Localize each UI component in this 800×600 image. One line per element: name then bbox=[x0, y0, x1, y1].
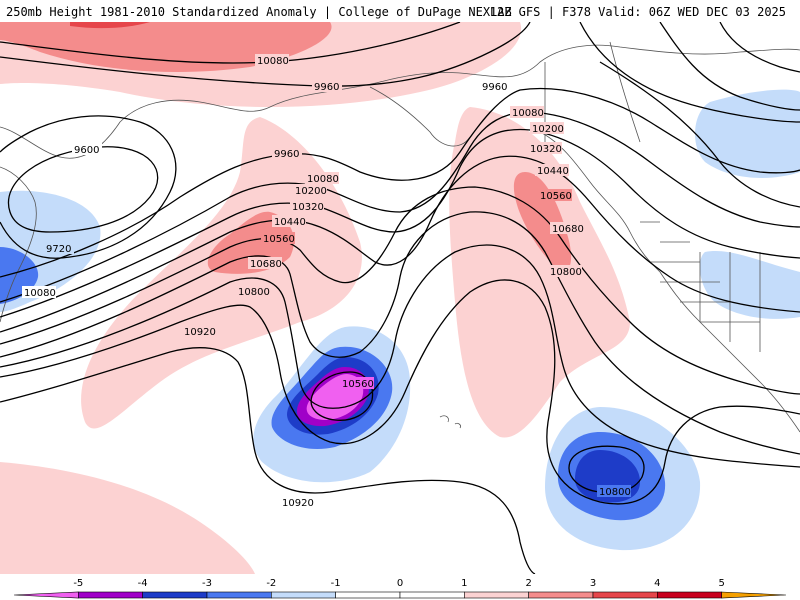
contour-10560-mid bbox=[0, 211, 800, 455]
run-info: 12Z GFS | F378 Valid: 06Z WED DEC 03 202… bbox=[489, 5, 786, 19]
label-10560-low: 10560 bbox=[342, 379, 374, 390]
contour-10920-mid bbox=[0, 347, 536, 574]
tick-label: 2 bbox=[525, 578, 531, 589]
label-10080-top: 10080 bbox=[257, 56, 289, 67]
contour-10800-se bbox=[568, 445, 645, 494]
pos-anomaly-top-3 bbox=[70, 22, 150, 29]
pos-anomaly-top-2 bbox=[0, 22, 332, 72]
contour-9960-top bbox=[0, 22, 531, 87]
label-9720: 9720 bbox=[46, 244, 71, 255]
label-9960-ne: 9960 bbox=[482, 82, 507, 93]
contour-east-3 bbox=[719, 22, 800, 73]
color-swatch bbox=[335, 591, 401, 599]
label-10920-s: 10920 bbox=[282, 498, 314, 509]
label-10320-c: 10320 bbox=[292, 202, 324, 213]
tick-label: -2 bbox=[266, 578, 276, 589]
tick-label: 1 bbox=[461, 578, 467, 589]
color-swatch bbox=[271, 591, 336, 599]
label-10440-c: 10440 bbox=[274, 217, 306, 228]
color-swatch bbox=[721, 591, 787, 599]
tick-label: 3 bbox=[590, 578, 596, 589]
contour-east-2 bbox=[659, 22, 800, 111]
tick-label: 4 bbox=[654, 578, 660, 589]
label-10560-c: 10560 bbox=[263, 234, 295, 245]
label-10320-ne: 10320 bbox=[530, 144, 562, 155]
contour-10680-mid bbox=[0, 244, 800, 468]
pos-anomaly-east-2 bbox=[513, 172, 572, 272]
label-10200-c: 10200 bbox=[295, 186, 327, 197]
tick-label: -4 bbox=[138, 578, 148, 589]
color-swatch bbox=[592, 591, 658, 599]
label-10200-ne: 10200 bbox=[532, 124, 564, 135]
tick-label: -1 bbox=[331, 578, 341, 589]
label-10800-ne: 10800 bbox=[550, 267, 582, 278]
color-swatch bbox=[142, 591, 208, 599]
tick-label: -5 bbox=[73, 578, 83, 589]
contour-10080-mid bbox=[0, 111, 800, 303]
color-swatch bbox=[399, 591, 465, 599]
weather-map: 10080 9960 9960 10080 10200 10320 10440 … bbox=[0, 22, 800, 574]
label-10560-ne: 10560 bbox=[540, 191, 572, 202]
neg-anomaly-ne bbox=[694, 89, 800, 178]
tick-label: 0 bbox=[397, 578, 403, 589]
contour-10440-mid bbox=[0, 186, 800, 395]
contour-east-4 bbox=[599, 61, 800, 208]
contour-labels: 10080 9960 9960 10080 10200 10320 10440 … bbox=[22, 54, 631, 509]
contour-east-1 bbox=[579, 22, 800, 123]
color-swatch bbox=[206, 591, 272, 599]
color-scale-bar: -5 -4 -3 -2 -1 0 1 2 3 4 5 bbox=[0, 574, 800, 600]
label-10080-w: 10080 bbox=[24, 288, 56, 299]
coastlines bbox=[0, 41, 800, 433]
label-10920-w: 10920 bbox=[184, 327, 216, 338]
label-10680-c: 10680 bbox=[250, 259, 282, 270]
tick-labels: -5 -4 -3 -2 -1 0 1 2 3 4 5 bbox=[73, 578, 725, 589]
color-swatch bbox=[528, 591, 594, 599]
contour-9960-mid bbox=[0, 87, 800, 278]
label-10680-ne: 10680 bbox=[552, 224, 584, 235]
header-bar: 250mb Height 1981-2010 Standardized Anom… bbox=[0, 0, 800, 22]
color-swatch bbox=[78, 591, 143, 599]
contour-10320-mid bbox=[0, 155, 800, 333]
label-10440-ne: 10440 bbox=[537, 166, 569, 177]
pos-anomaly-sw bbox=[0, 462, 255, 574]
label-10080-c: 10080 bbox=[307, 174, 339, 185]
label-10800-c: 10800 bbox=[238, 287, 270, 298]
label-9960-c: 9960 bbox=[274, 149, 299, 160]
color-swatch bbox=[464, 591, 529, 599]
contour-9600 bbox=[7, 146, 159, 233]
contour-10200-mid bbox=[0, 128, 800, 318]
label-10080-ne: 10080 bbox=[512, 108, 544, 119]
color-swatch bbox=[657, 591, 722, 599]
tick-label: 5 bbox=[718, 578, 724, 589]
color-swatches bbox=[13, 591, 787, 599]
label-9600: 9600 bbox=[74, 145, 99, 156]
color-swatch bbox=[13, 591, 79, 599]
label-9960-top: 9960 bbox=[314, 82, 339, 93]
tick-label: -3 bbox=[202, 578, 212, 589]
map-title: 250mb Height 1981-2010 Standardized Anom… bbox=[6, 5, 512, 19]
height-contours bbox=[0, 22, 800, 574]
label-10800-se: 10800 bbox=[599, 487, 631, 498]
contour-10800-mid bbox=[0, 279, 800, 505]
